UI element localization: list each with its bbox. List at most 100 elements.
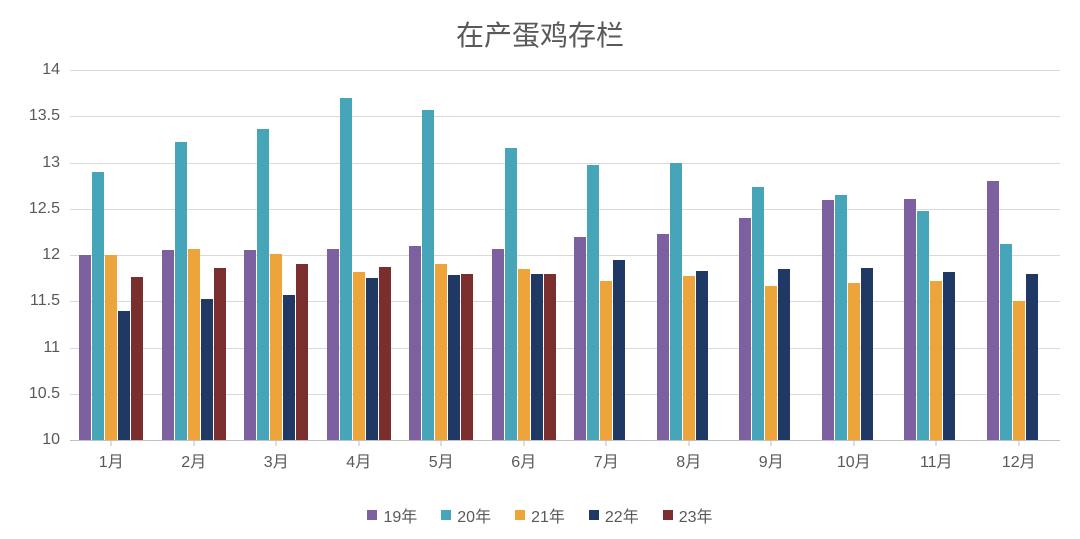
bar-group: 7月 [565,70,648,440]
xtick-mark [193,440,194,446]
bars [657,70,721,440]
bar [765,286,777,440]
bar [930,281,942,440]
bar [987,181,999,440]
xtick-mark [606,440,607,446]
bars [987,70,1051,440]
legend: 19年20年21年22年23年 [0,503,1080,527]
bar-group: 6月 [483,70,566,440]
bar [188,249,200,440]
bar-group: 8月 [648,70,731,440]
xtick-label: 8月 [648,448,731,472]
legend-item: 20年 [441,503,491,527]
bar [162,250,174,440]
bars [162,70,226,440]
bars [409,70,473,440]
ytick-label: 11 [43,339,60,357]
legend-label: 23年 [679,503,713,527]
bar [683,276,695,440]
xtick-label: 7月 [565,448,648,472]
bar [283,295,295,440]
xtick-mark [358,440,359,446]
bar [600,281,612,440]
bar-group: 5月 [400,70,483,440]
legend-swatch [589,510,599,520]
xtick-mark [853,440,854,446]
bar [1000,244,1012,440]
xtick-mark [523,440,524,446]
legend-label: 22年 [605,503,639,527]
legend-swatch [367,510,377,520]
xtick-label: 9月 [730,448,813,472]
bar [587,165,599,440]
xtick-mark [771,440,772,446]
bar [461,274,473,441]
bar [79,255,91,440]
xtick-label: 5月 [400,448,483,472]
legend-swatch [663,510,673,520]
legend-item: 22年 [589,503,639,527]
xtick-mark [688,440,689,446]
ytick-label: 13 [42,154,60,172]
bar [904,199,916,440]
ytick-label: 12 [42,246,60,264]
legend-item: 21年 [515,503,565,527]
bar [257,129,269,440]
legend-swatch [441,510,451,520]
bar [531,274,543,441]
xtick-mark [276,440,277,446]
bar [422,110,434,440]
legend-item: 23年 [663,503,713,527]
gridline [70,440,1060,441]
bar-group: 12月 [978,70,1061,440]
bars [79,70,143,440]
bar [448,275,460,440]
bar-group: 11月 [895,70,978,440]
xtick-mark [441,440,442,446]
bars [574,70,638,440]
bar [861,268,873,440]
bar [778,269,790,440]
bar [822,200,834,440]
bar-group: 1月 [70,70,153,440]
bar [244,250,256,440]
xtick-label: 4月 [318,448,401,472]
ytick-label: 10.5 [29,385,60,403]
bar [739,218,751,440]
xtick-label: 1月 [70,448,153,472]
ytick-label: 11.5 [30,292,60,310]
bar [657,234,669,440]
bars [244,70,308,440]
bar-group: 10月 [813,70,896,440]
ytick-label: 14 [42,61,60,79]
bar [270,254,282,440]
bar [943,272,955,440]
bar [409,246,421,440]
plot-area: 1010.51111.51212.51313.514 1月2月3月4月5月6月7… [70,70,1060,440]
bar [518,269,530,440]
bar [379,267,391,440]
xtick-label: 6月 [483,448,566,472]
bar [492,249,504,440]
xtick-label: 10月 [813,448,896,472]
bar [296,264,308,440]
bar-group: 3月 [235,70,318,440]
bar [1013,301,1025,440]
bar [353,272,365,440]
bar [848,283,860,440]
ytick-label: 10 [42,431,60,449]
chart-title: 在产蛋鸡存栏 [0,14,1080,54]
ytick-label: 12.5 [29,200,60,218]
xtick-label: 12月 [978,448,1061,472]
xtick-mark [936,440,937,446]
bar [670,163,682,441]
bar [131,277,143,440]
xtick-label: 11月 [895,448,978,472]
bar [613,260,625,440]
xtick-mark [1018,440,1019,446]
bar [1026,274,1038,441]
xtick-mark [111,440,112,446]
bar [92,172,104,440]
bar [435,264,447,440]
bars [822,70,886,440]
